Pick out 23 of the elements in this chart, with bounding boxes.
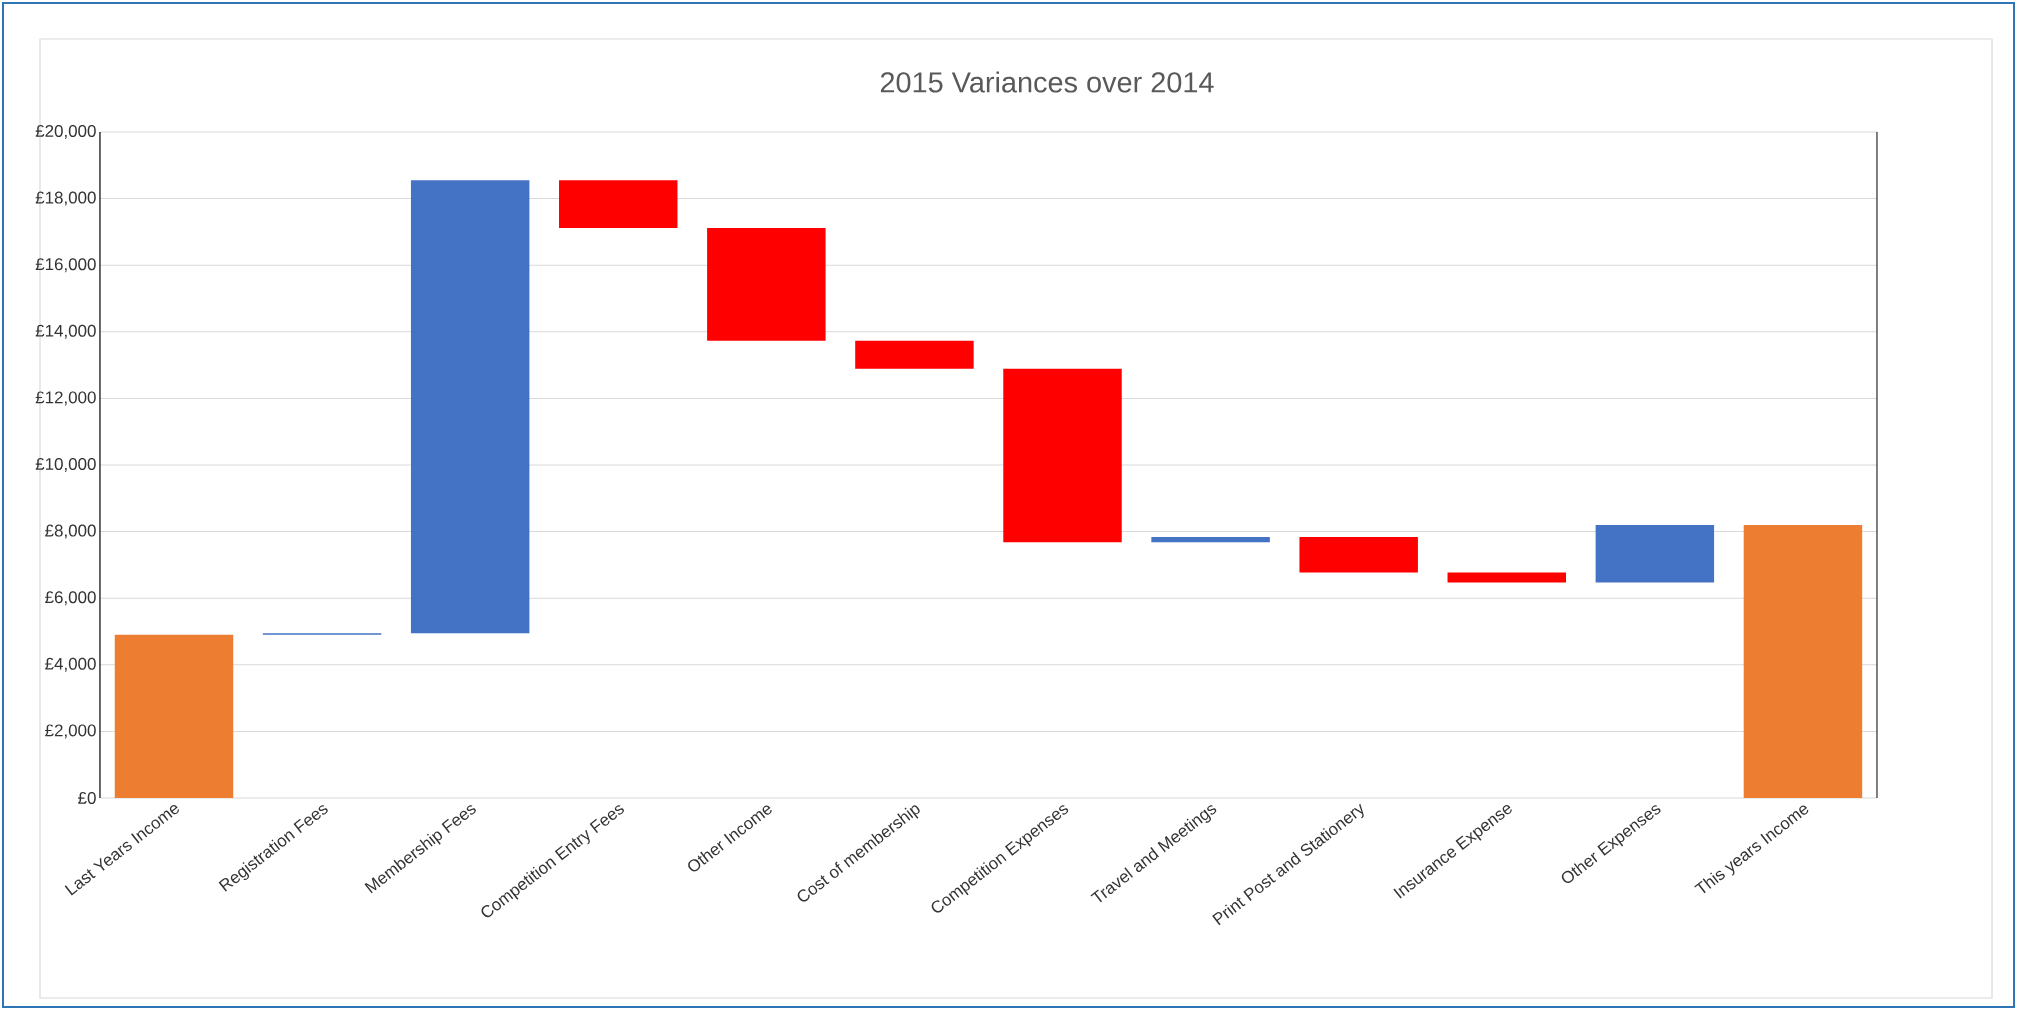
y-tick-label: £10,000: [35, 457, 96, 472]
bar: [1447, 572, 1567, 583]
bar: [114, 634, 234, 798]
chart-title: 2015 Variances over 2014: [880, 71, 1214, 93]
bar: [707, 227, 826, 341]
y-tick-label: £2,000: [45, 724, 96, 739]
y-tick-label: £16,000: [35, 258, 96, 273]
bar: [1299, 536, 1418, 573]
bar: [410, 180, 530, 634]
y-tick-label: £8,000: [45, 524, 96, 539]
y-tick-label: £20,000: [35, 124, 96, 139]
y-tick-label: £18,000: [35, 191, 96, 206]
y-tick-label: £4,000: [45, 657, 96, 672]
bar: [1743, 524, 1863, 798]
bar: [559, 180, 678, 228]
y-tick-label: £12,000: [35, 391, 96, 406]
y-tick-label: £0: [78, 792, 96, 804]
bar: [1595, 524, 1715, 583]
y-tick-label: £14,000: [35, 324, 96, 339]
bar: [855, 340, 974, 369]
bar: [1151, 536, 1270, 543]
bar: [1003, 368, 1122, 543]
y-tick-label: £6,000: [45, 591, 96, 606]
